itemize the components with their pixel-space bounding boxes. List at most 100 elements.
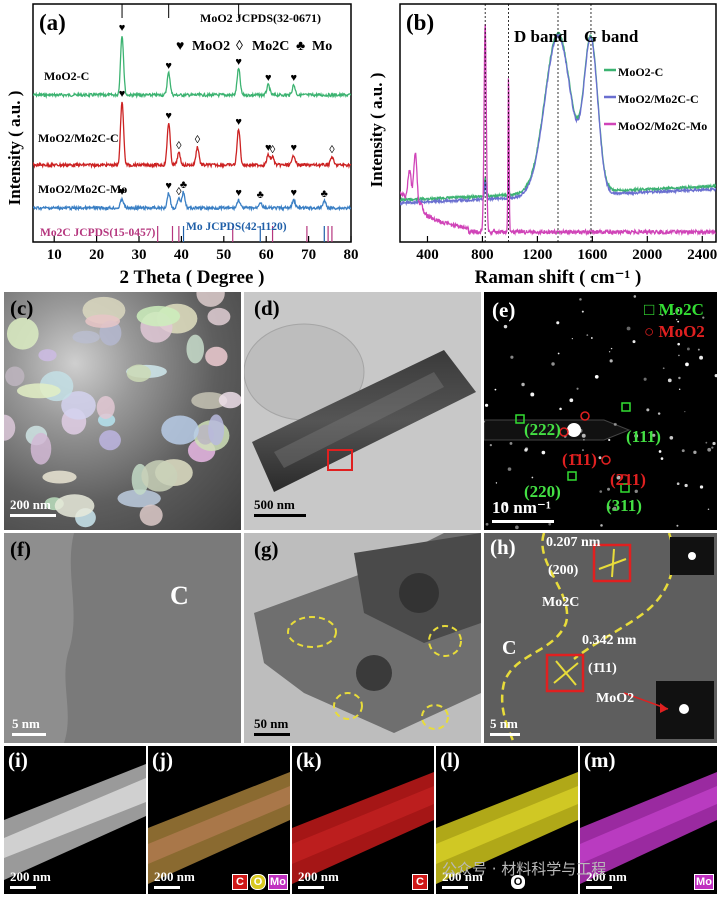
xrd-tick-label: 80 [344, 247, 359, 263]
particle [16, 383, 61, 399]
scale-bar-m [586, 886, 612, 889]
scale-label-c: 200 nm [10, 497, 51, 512]
legend-o-l: O [510, 874, 526, 890]
particle-circle [421, 704, 449, 730]
scale-label-g: 50 nm [254, 716, 289, 731]
xrd-peak-marker: ♥ [165, 180, 172, 192]
saed-spot-marker [601, 455, 611, 465]
scale-bar-d [254, 514, 306, 517]
xrd-peak-marker: ♥ [119, 88, 126, 100]
particle-circle [428, 625, 462, 657]
xrd-legend-symbol: ◊ [236, 39, 243, 54]
scale-bar-e [492, 520, 554, 523]
xrd-peak-marker: ♣ [321, 188, 328, 200]
xrd-series-line [33, 36, 351, 99]
xrd-tick-label: 40 [174, 247, 189, 263]
xrd-peak-marker: ♥ [290, 72, 297, 84]
xrd-tick-label: 50 [216, 247, 231, 263]
hrtem-image-f: (f) C 5 nm [4, 533, 241, 743]
xrd-tick-label: 20 [89, 247, 104, 263]
hrtem-image-h: (h) 0.207 nm (200) Mo2C C 0.342 nm (1̄11… [484, 533, 717, 743]
xrd-series-name: MoO2/Mo2C-C [38, 131, 119, 145]
scale-label-k: 200 nm [298, 869, 339, 884]
saed-spot-marker [515, 414, 525, 424]
xrd-peak-marker: ◊ [176, 186, 182, 198]
xrd-peak-marker: ♥ [165, 60, 172, 72]
particle [42, 470, 77, 484]
xrd-ref-mo2c: Mo2C JCPDS(15-0457) [40, 227, 155, 239]
raman-tick-label: 400 [416, 247, 439, 263]
xrd-legend-symbol: ♥ [176, 39, 184, 54]
xrd-chart: Intensity ( a.u. ) ♥♥ ♥♥ ♥♥♥◊ ◊♥♥◊ ♥ ◊♥ ♥ ◊♣♥ ♣ ♥… [5, 3, 359, 288]
scale-bar-k [298, 886, 324, 889]
particle [208, 414, 225, 446]
eds-map-m: (m) 200 nm Mo [580, 746, 717, 894]
eds-map-j: (j) 200 nm C O Mo [148, 746, 290, 894]
saed-spot-222: (222) [524, 420, 561, 439]
raman-tick-label: 1600 [577, 247, 607, 263]
saed-legend-moo2-label: MoO2 [658, 322, 705, 341]
xrd-series-name: MoO2/Mo2C-Mo [38, 182, 127, 196]
saed-spot-111: (111) [626, 427, 661, 446]
raman-legend-label: MoO2/Mo2C-C [618, 92, 699, 106]
raman-legend-label: MoO2/Mo2C-Mo [618, 119, 707, 133]
particle [205, 346, 228, 367]
saed-spot-m211: (2̄11) [610, 470, 646, 489]
eds-map-l: (l) 200 nm O [436, 746, 578, 894]
particle [85, 314, 120, 328]
haadf-image-i: (i) 200 nm [4, 746, 146, 894]
particle [30, 432, 52, 465]
tem-image-d: (d) 500 nm [244, 292, 481, 530]
scale-bar-c [10, 514, 56, 517]
scale-label-e: 10 nm⁻¹ [492, 498, 551, 517]
xrd-legend-label: Mo2C [252, 39, 289, 54]
saed-spot-marker [580, 411, 590, 421]
particle [196, 292, 225, 307]
saed-legend-moo2: ○ MoO2 [644, 322, 705, 342]
panel-label-l: (l) [440, 748, 460, 772]
scale-bar-g [254, 733, 290, 736]
raman-legend-label: MoO2-C [618, 65, 663, 79]
legend-mo-j: Mo [268, 874, 288, 890]
scale-label-m: 200 nm [586, 869, 627, 884]
xrd-peak-marker: ♥ [290, 142, 297, 154]
carbon-label-h: C [502, 637, 517, 659]
legend-mo-m: Mo [694, 874, 714, 890]
particle [6, 317, 39, 350]
panel-label-c: (c) [10, 296, 34, 320]
particle [72, 330, 100, 344]
xrd-peak-marker: ♥ [235, 56, 242, 68]
particle [136, 305, 181, 327]
xrd-peak-marker: ◊ [270, 144, 276, 156]
saed-spot-220: (220) [524, 482, 561, 501]
xrd-ref-mo: Mo JCPDS(42-1120) [186, 221, 287, 233]
scale-label-d: 500 nm [254, 497, 295, 512]
xrd-peak-marker: ♥ [265, 72, 272, 84]
scale-label-j: 200 nm [154, 869, 195, 884]
xrd-peak-marker: ♥ [235, 187, 242, 199]
xrd-ref-top: MoO2 JCPDS(32-0671) [200, 11, 321, 25]
xrd-peak-marker: ♥ [290, 187, 297, 199]
raman-xlabel: Raman shift ( cm⁻¹ ) [475, 267, 642, 288]
xrd-ylabel: Intensity ( a.u. ) [5, 91, 24, 206]
sem-image-c: (c) 200 nm [4, 292, 241, 530]
scale-label-i: 200 nm [10, 869, 51, 884]
xrd-frame [32, 3, 352, 243]
raman-ylabel: Intensity ( a.u. ) [367, 73, 386, 188]
particle [5, 366, 25, 387]
panel-label-h: (h) [490, 535, 516, 559]
particle [61, 391, 96, 420]
particle [139, 504, 163, 526]
carbon-label-f: C [170, 581, 189, 610]
particle [54, 494, 95, 518]
saed-legend-mo2c: □ Mo2C [644, 300, 704, 320]
raman-tick-label: 2000 [632, 247, 662, 263]
saed-spot-m111: (1̄11) [562, 450, 597, 469]
particle [218, 391, 241, 409]
xrd-xlabel: 2 Theta ( Degree ) [120, 267, 265, 288]
panel-label-d: (d) [254, 296, 280, 320]
panel-label-e: (e) [492, 298, 516, 322]
xrd-symbol-legend: ♥ MoO2 ◊ Mo2C ♣ Mo [176, 39, 332, 54]
saed-legend-moo2-symbol: ○ [644, 322, 655, 341]
legend-c-j: C [232, 874, 248, 890]
